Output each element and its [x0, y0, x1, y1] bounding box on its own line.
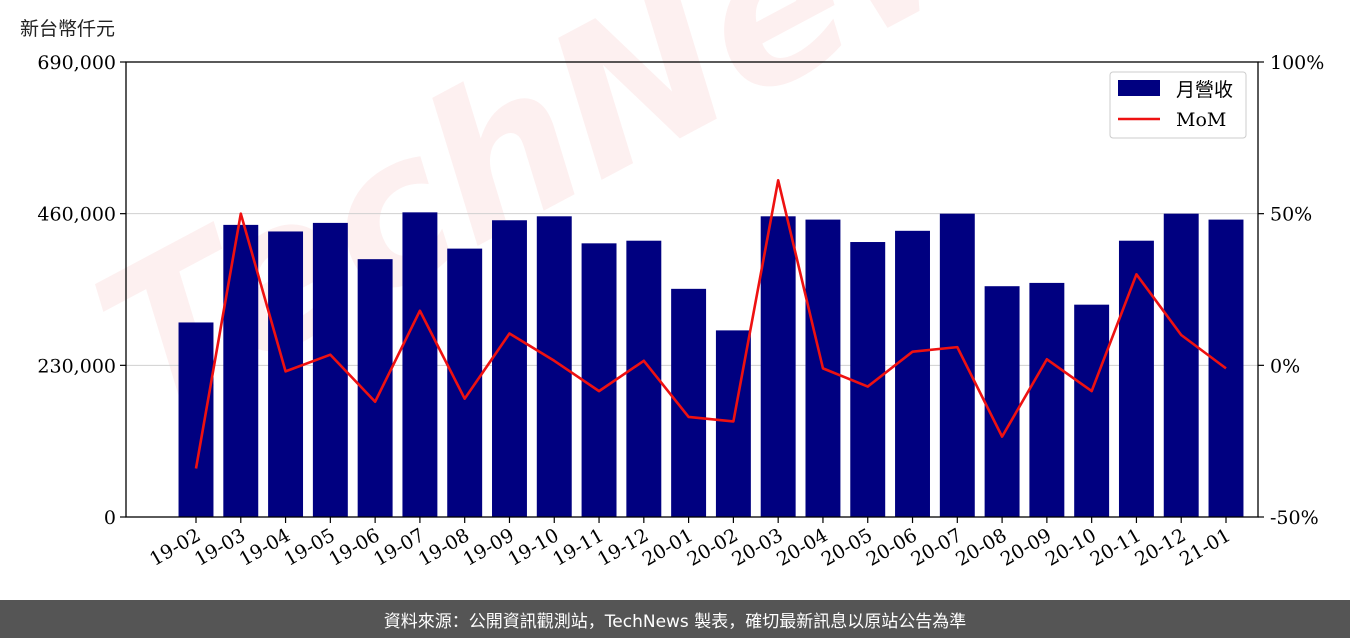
bar: [1074, 304, 1110, 517]
x-tick-label: 19-08: [415, 524, 473, 570]
bar: [895, 230, 930, 518]
y-right-tick-label: 100%: [1270, 52, 1324, 74]
x-tick-label: 19-09: [460, 524, 518, 570]
bar: [402, 212, 438, 517]
x-tick-label: 21-01: [1176, 524, 1234, 570]
x-tick-label: 19-10: [504, 524, 562, 570]
x-tick-label: 20-01: [639, 524, 697, 570]
legend-swatch-bar: [1118, 80, 1160, 96]
x-tick-label: 20-05: [818, 524, 876, 570]
x-tick-label: 20-10: [1042, 524, 1100, 570]
bar: [760, 216, 796, 517]
x-tick-label: 19-03: [191, 524, 249, 570]
x-tick-label: 20-04: [773, 524, 831, 570]
x-tick-label: 20-02: [683, 524, 741, 570]
x-tick-label: 19-12: [594, 524, 652, 570]
bar: [1163, 213, 1199, 517]
bar: [536, 216, 572, 517]
x-tick-label: 19-02: [146, 524, 204, 570]
bar: [223, 224, 259, 517]
bar: [268, 231, 304, 517]
chart-svg: TechNews0230,000460,000690,000-50%0%50%1…: [37, 0, 1324, 571]
y-right-tick-label: 50%: [1270, 204, 1312, 226]
x-tick-label: 20-12: [1131, 524, 1189, 570]
mom-line: [194, 179, 1227, 469]
y-right-tick-label: -50%: [1270, 507, 1319, 529]
y-left-tick-label: 460,000: [37, 204, 116, 226]
x-tick-label: 20-11: [1086, 524, 1144, 570]
bar: [492, 220, 527, 517]
chart-area: TechNews 0 230,000 460,000 690,000 -50% 0% 50% 1…: [20, 0, 1324, 571]
bar: [1118, 240, 1154, 518]
bar: [850, 242, 886, 518]
y-axis-unit-label: 新台幣仟元: [20, 18, 116, 40]
bar: [581, 243, 617, 517]
legend-label-mom: MoM: [1176, 109, 1226, 131]
bar: [1029, 282, 1065, 517]
x-tick-label: 19-05: [280, 524, 338, 570]
y-left-tick-label: 690,000: [37, 52, 116, 74]
bar: [178, 322, 214, 517]
y-right-tick-label: 0%: [1270, 355, 1300, 377]
x-tick-label: 20-03: [728, 524, 786, 570]
y-left-tick-label: 230,000: [37, 355, 116, 377]
legend-label-revenue: 月營收: [1176, 79, 1233, 101]
bar: [984, 286, 1020, 517]
x-tick-label: 19-06: [325, 524, 383, 570]
x-tick-label: 20-07: [907, 524, 965, 570]
bar: [626, 240, 662, 518]
x-tick-label: 19-11: [549, 524, 607, 570]
x-tick-label: 19-04: [236, 524, 294, 570]
legend: 月營收 MoM: [1109, 71, 1247, 139]
bar: [312, 222, 348, 517]
x-tick-label: 20-06: [863, 524, 921, 570]
bar: [939, 213, 975, 517]
x-tick-label: 20-08: [952, 524, 1010, 570]
x-tick-label: 19-07: [370, 524, 428, 570]
x-tick-label: 20-09: [997, 524, 1055, 570]
plot-frame: [125, 61, 1259, 518]
y-left-tick-label: 0: [104, 507, 116, 529]
source-footer: 資料來源：公開資訊觀測站，TechNews 製表，確切最新訊息以原站公告為準: [0, 600, 1350, 638]
